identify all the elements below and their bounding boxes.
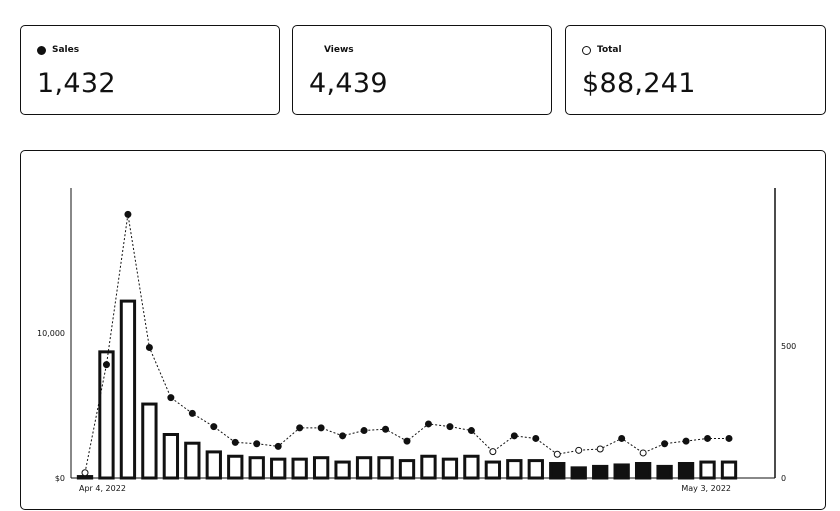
sales-bar	[355, 456, 373, 480]
views-point	[424, 420, 432, 428]
views-card[interactable]: Views 4,439	[292, 25, 552, 115]
views-point	[167, 394, 175, 402]
sales-bar	[227, 454, 244, 480]
views-point	[403, 437, 411, 445]
views-point	[639, 449, 647, 457]
sales-bar	[270, 457, 287, 480]
sales-bar	[312, 456, 330, 480]
sales-bar	[184, 441, 201, 480]
sales-bar	[506, 459, 523, 480]
sales-bar	[291, 457, 308, 480]
sales-bar	[484, 460, 502, 480]
views-point	[575, 446, 583, 454]
left-axis-tick-label: 10,000	[37, 329, 65, 338]
sales-bar	[119, 299, 137, 480]
views-line	[84, 214, 729, 473]
views-point	[339, 432, 347, 440]
sales-bar	[592, 464, 609, 480]
views-point	[188, 409, 196, 417]
views-point	[489, 448, 497, 456]
views-point	[81, 469, 89, 477]
total-label-text: Total	[597, 45, 622, 55]
x-start-label: Apr 4, 2022	[79, 484, 126, 493]
views-point	[124, 210, 132, 218]
sales-value: 1,432	[37, 68, 116, 99]
views-point	[467, 427, 475, 435]
sales-bar	[248, 456, 265, 480]
left-axis-tick-label: $0	[55, 474, 65, 483]
right-axis-tick-label: 500	[781, 342, 796, 351]
total-card-label: Total	[582, 45, 622, 55]
views-point	[210, 423, 218, 431]
views-point	[682, 437, 690, 445]
sales-bar	[334, 460, 351, 480]
x-end-label: May 3, 2022	[681, 484, 731, 493]
views-point	[102, 361, 110, 369]
views-point	[725, 434, 733, 442]
sales-bar	[677, 462, 695, 480]
sales-bar	[549, 462, 566, 480]
views-card-label: Views	[309, 45, 354, 55]
sales-bar	[463, 454, 480, 480]
views-point	[296, 424, 304, 432]
views-legend-dot-icon	[309, 46, 318, 55]
sales-bar	[205, 450, 222, 480]
views-point	[360, 427, 368, 435]
sales-bar	[420, 454, 437, 480]
total-legend-dot-icon	[582, 45, 591, 55]
total-card[interactable]: Total $88,241	[565, 25, 826, 115]
sales-bar	[527, 459, 544, 480]
views-point	[145, 344, 153, 351]
total-value: $88,241	[582, 68, 696, 99]
sales-bar	[613, 463, 630, 480]
sales-bar	[441, 457, 459, 480]
sales-label-text: Sales	[52, 45, 80, 55]
sales-legend-dot-icon	[37, 45, 46, 55]
sales-bar	[98, 350, 115, 480]
chart-panel: $0 10,000 0 500 Apr 4, 2022 May 3, 2022	[20, 150, 826, 510]
views-value: 4,439	[309, 68, 388, 99]
views-point	[253, 440, 261, 448]
views-point	[446, 423, 454, 431]
views-point	[231, 438, 239, 446]
sales-bar	[699, 460, 716, 480]
sales-bar	[720, 460, 738, 480]
views-point	[704, 434, 712, 442]
views-point	[553, 450, 561, 458]
views-point	[596, 445, 604, 453]
views-point	[618, 434, 626, 442]
sales-bar	[398, 459, 416, 480]
sales-bar	[656, 464, 673, 480]
views-label-text: Views	[324, 45, 354, 55]
combo-chart: $0 10,000 0 500 Apr 4, 2022 May 3, 2022	[37, 188, 796, 493]
sales-card[interactable]: Sales 1,432	[20, 25, 280, 115]
views-point	[510, 432, 518, 440]
sales-bar	[377, 456, 394, 480]
views-point	[382, 425, 390, 433]
sales-bar	[634, 462, 652, 480]
views-point	[317, 424, 325, 432]
views-point	[274, 442, 282, 450]
right-axis-tick-label: 0	[781, 474, 786, 483]
views-point	[532, 434, 540, 442]
sales-bar	[570, 466, 587, 480]
views-point	[661, 440, 669, 448]
sales-card-label: Sales	[37, 45, 79, 55]
sales-bar	[162, 433, 180, 480]
sales-bar	[76, 475, 94, 480]
sales-bar	[141, 402, 158, 480]
